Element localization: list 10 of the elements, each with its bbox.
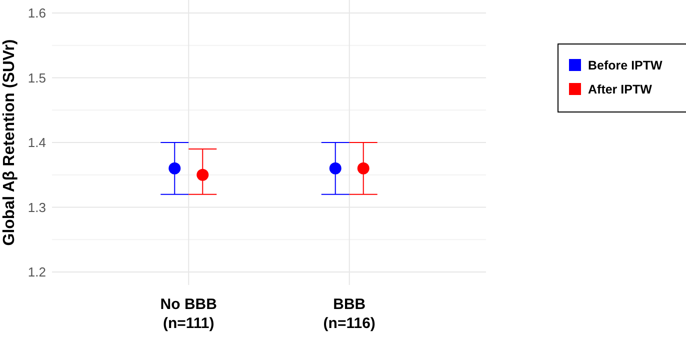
y-tick-label: 1.4: [28, 135, 46, 150]
y-tick-label: 1.2: [28, 264, 46, 280]
y-tick-label: 1.6: [28, 6, 46, 21]
y-tick-label: 1.3: [28, 200, 46, 215]
x-tick-label: No BBB (n=111): [160, 296, 218, 332]
y-tick-label: 1.5: [28, 70, 46, 86]
legend-label: After IPTW: [588, 82, 652, 96]
y-axis-title: Global Aβ Retention (SUVr): [1, 39, 18, 246]
legend-label: Before IPTW: [588, 58, 663, 72]
x-tick-label: BBB (n=116): [323, 296, 376, 332]
